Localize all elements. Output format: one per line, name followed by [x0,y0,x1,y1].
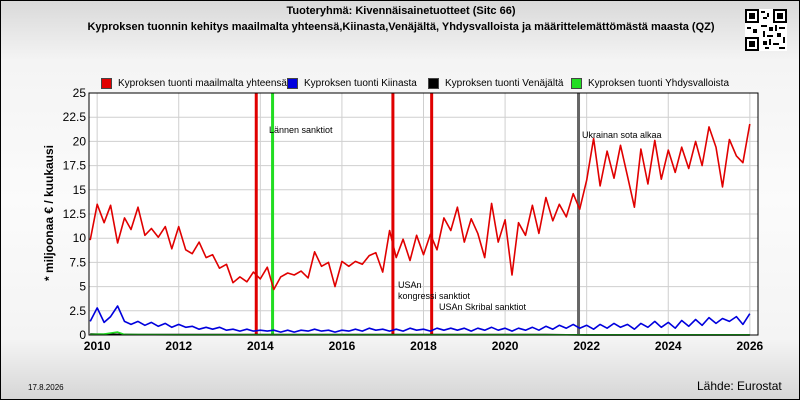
y-tick-label: 20 [73,134,87,148]
x-tick-label: 2014 [247,339,274,353]
legend-label: Kyproksen tuonti Yhdysvalloista [588,78,730,89]
y-tick-label: 17.5 [63,159,87,173]
y-tick-label: 7.5 [69,255,86,269]
legend-swatch [287,78,298,89]
y-tick-label: 12.5 [63,207,87,221]
y-tick-label: 10 [73,231,87,245]
y-tick-label: 5 [79,280,86,294]
legend-label: Kyproksen tuonti Kiinasta [304,78,417,89]
y-tick-label: 0 [79,328,86,342]
annotation-label: kongressi sanktiot [398,291,471,301]
x-tick-label: 2018 [410,339,437,353]
x-tick-label: 2012 [165,339,192,353]
legend-swatch [428,78,439,89]
legend-swatch [571,78,582,89]
x-tick-label: 2026 [736,339,763,353]
y-tick-label: 2.5 [69,304,86,318]
annotation-label: Ukrainan sota alkaa [582,130,662,140]
chart-title-line2: Kyproksen tuonnin kehitys maailmalta yht… [87,21,715,33]
legend-item: Kyproksen tuonti Kiinasta [287,78,417,89]
plot-border [88,92,759,336]
qr-code-icon [745,9,787,51]
x-tick-label: 2022 [573,339,600,353]
series-line [89,305,751,333]
x-tick-label: 2020 [492,339,519,353]
y-tick-label: 22.5 [63,110,87,124]
source-label: Lähde: Eurostat [697,379,782,393]
chart-title-line1: Tuoteryhmä: Kivennäisainetuotteet (Sitc … [286,5,516,17]
y-tick-label: 15 [73,183,87,197]
x-tick-label: 2024 [655,339,682,353]
series-line [89,123,751,291]
y-tick-label: 25 [73,86,87,100]
annotation-label: USAn Skribal sanktiot [439,302,527,312]
x-tick-label: 2010 [84,339,111,353]
legend-label: Kyproksen tuonti maailmalta yhteensä [118,78,287,89]
legend-item: Kyproksen tuonti Venäjältä [428,78,563,89]
annotation-label: Lännen sanktiot [269,125,333,135]
x-tick-label: 2016 [329,339,356,353]
legend-swatch [101,78,112,89]
legend-label: Kyproksen tuonti Venäjältä [445,78,564,89]
annotation-label: USAn [398,280,422,290]
date-stamp: 17.8.2026 [28,383,64,392]
legend-item: Kyproksen tuonti maailmalta yhteensä [101,78,287,89]
legend-item: Kyproksen tuonti Yhdysvalloista [571,78,729,89]
